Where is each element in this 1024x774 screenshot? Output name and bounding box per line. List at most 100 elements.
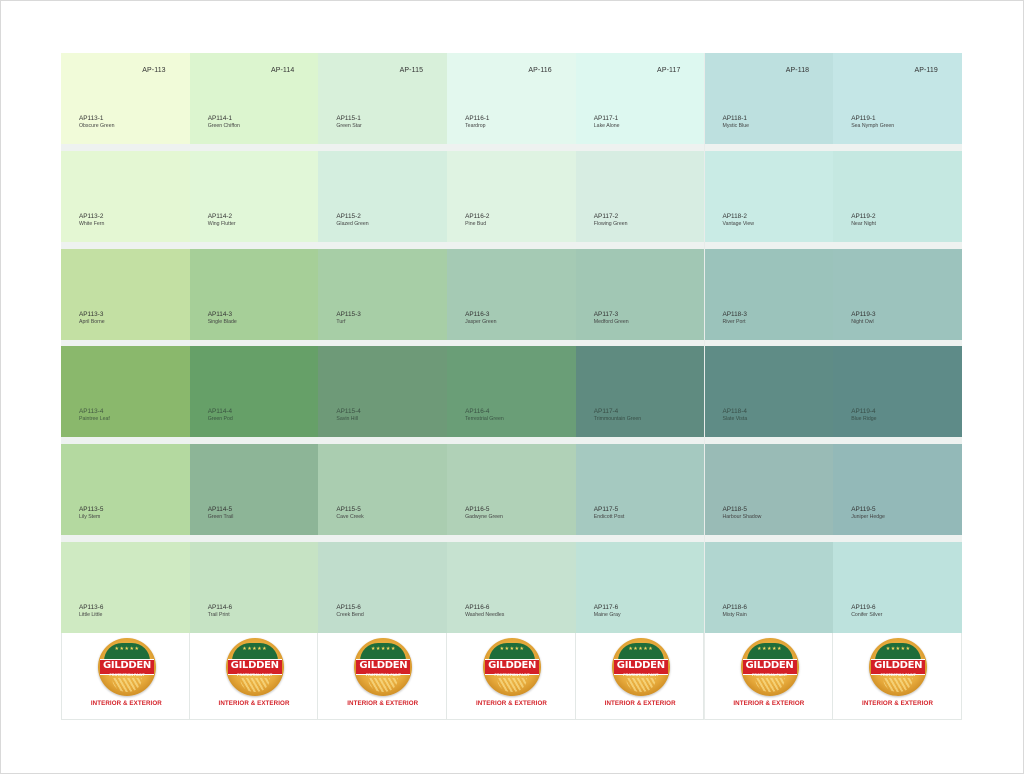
color-name: Near Night [851,220,876,227]
color-name: Pine Bud [465,220,487,227]
color-code: AP114-2 [207,212,233,220]
logo-green-arc [489,643,536,661]
color-code: AP119-1 [851,115,876,122]
color-chip: AP113-2 White Fern [61,150,190,242]
color-chip: AP118-6 Misty Rain [704,542,834,633]
chip-separator [704,241,834,249]
wheat-icon [883,678,914,692]
chip-separator [318,241,448,249]
color-name: Juniper Hedge [851,514,885,521]
color-name: Green Chiffon [207,123,240,129]
color-name: Teardrop [465,123,486,129]
logo-red-band [485,659,540,675]
chip-separator [61,535,190,543]
logo-red-band [227,659,282,675]
color-chip: AP117-5 Endicott Post [575,444,705,536]
color-code: AP118-3 [722,310,747,318]
chip-separator [189,339,319,347]
star-icon: ★★★★★ [628,646,654,652]
wheat-icon [368,678,399,692]
series-header: AP-119 [914,67,938,74]
chip-separator [447,241,576,249]
gildden-logo: ★★★★★ GILDDEN PROTECTION PAINT [225,638,284,696]
color-chip: AP-117 AP117-1 Lake Alone [575,53,705,144]
chip-separator [61,144,190,151]
color-chip: AP117-2 Flowing Green [575,150,705,242]
color-code: AP116-6 [465,604,490,611]
chip-separator [189,241,319,249]
wheat-icon [112,678,142,692]
chip-separator [704,437,834,445]
color-name: Night Owl [851,318,874,325]
color-name: Vantage View [722,220,755,227]
series-header: AP-118 [785,67,810,74]
color-chip: AP118-5 Harbour Shadow [704,444,834,536]
color-code: AP114-4 [207,408,233,416]
color-chip: AP113-6 Little Little [61,542,190,633]
color-name: Lake Alone [593,123,620,129]
logo-wordmark: GILDDEN [616,660,665,671]
chip-separator [61,241,190,249]
color-code: AP117-5 [593,506,619,514]
brand-logo-cell: ★★★★★ GILDDEN PROTECTION PAINT INTERIOR & E… [318,633,448,720]
logo-green-arc [875,643,922,661]
color-code: AP113-3 [79,310,104,318]
star-icon: ★★★★★ [370,646,396,652]
logo-green-arc [104,643,150,661]
color-chip: AP113-3 April Borne [61,248,190,340]
color-name: Conifer Silver [851,612,883,618]
chip-separator [833,535,962,543]
logo-green-arc [746,643,793,661]
chip-separator [447,535,576,543]
color-chip: AP115-4 Savin Hill [318,346,448,438]
color-code: AP117-2 [593,212,619,220]
chip-separator [447,437,576,445]
logo-red-band [100,659,154,675]
logo-green-arc [231,643,278,661]
color-chip: AP119-3 Night Owl [833,248,962,340]
logo-subtext: PROTECTION PAINT [880,673,916,677]
color-code: AP115-4 [336,408,361,416]
star-icon: ★★★★★ [885,646,911,652]
chip-separator [318,437,448,445]
color-code: AP118-2 [722,212,747,220]
color-name: Maine Gray [593,612,621,618]
logo-tagline: INTERIOR & EXTERIOR [862,700,934,707]
color-name: Little Little [79,612,103,618]
color-chip: AP117-3 Medford Green [575,248,705,340]
logo-subtext: PROTECTION PAINT [623,673,659,677]
color-code: AP117-4 [593,408,619,416]
chip-separator [833,339,962,347]
logo-tagline: INTERIOR & EXTERIOR [733,700,805,707]
wheat-icon [239,678,270,692]
color-name: White Fern [79,220,105,227]
series-header: AP-116 [528,67,552,74]
color-name: Green Pod [207,416,233,423]
chip-separator [833,437,962,445]
color-code: AP114-1 [207,115,233,122]
color-swatch-chart: AP-113 AP113-1 Obscure Green AP113-2 White F… [61,53,962,720]
color-chip: AP116-3 Jasper Green [447,248,576,340]
gildden-logo: ★★★★★ GILDDEN PROTECTION PAINT [98,638,156,696]
color-chip: AP118-4 Slate Vista [704,346,834,438]
star-icon: ★★★★★ [114,646,140,652]
chip-separator [575,339,705,347]
color-name: Cave Creek [336,514,364,521]
chip-separator [575,437,705,445]
chip-separator [318,144,448,151]
brand-logo-cell: ★★★★★ GILDDEN PROTECTION PAINT INTERIOR & E… [447,633,576,720]
wheat-icon [497,678,528,692]
swatch-column: AP-117 AP117-1 Lake Alone AP117-2 Flowing Gr… [575,53,705,720]
color-chip: AP116-2 Pine Bud [447,150,576,242]
color-code: AP116-5 [465,506,490,514]
logo-red-band [356,659,411,675]
color-code: AP118-1 [722,115,747,122]
color-code: AP119-4 [851,408,876,416]
color-name: Savin Hill [336,416,359,423]
color-name: Green Trail [207,514,234,521]
chip-separator [575,241,705,249]
logo-tagline: INTERIOR & EXTERIOR [90,700,162,707]
color-name: Jasper Green [465,318,497,325]
brand-logo-cell: ★★★★★ GILDDEN PROTECTION PAINT INTERIOR & E… [189,633,319,720]
color-name: Washed Needles [465,612,505,618]
